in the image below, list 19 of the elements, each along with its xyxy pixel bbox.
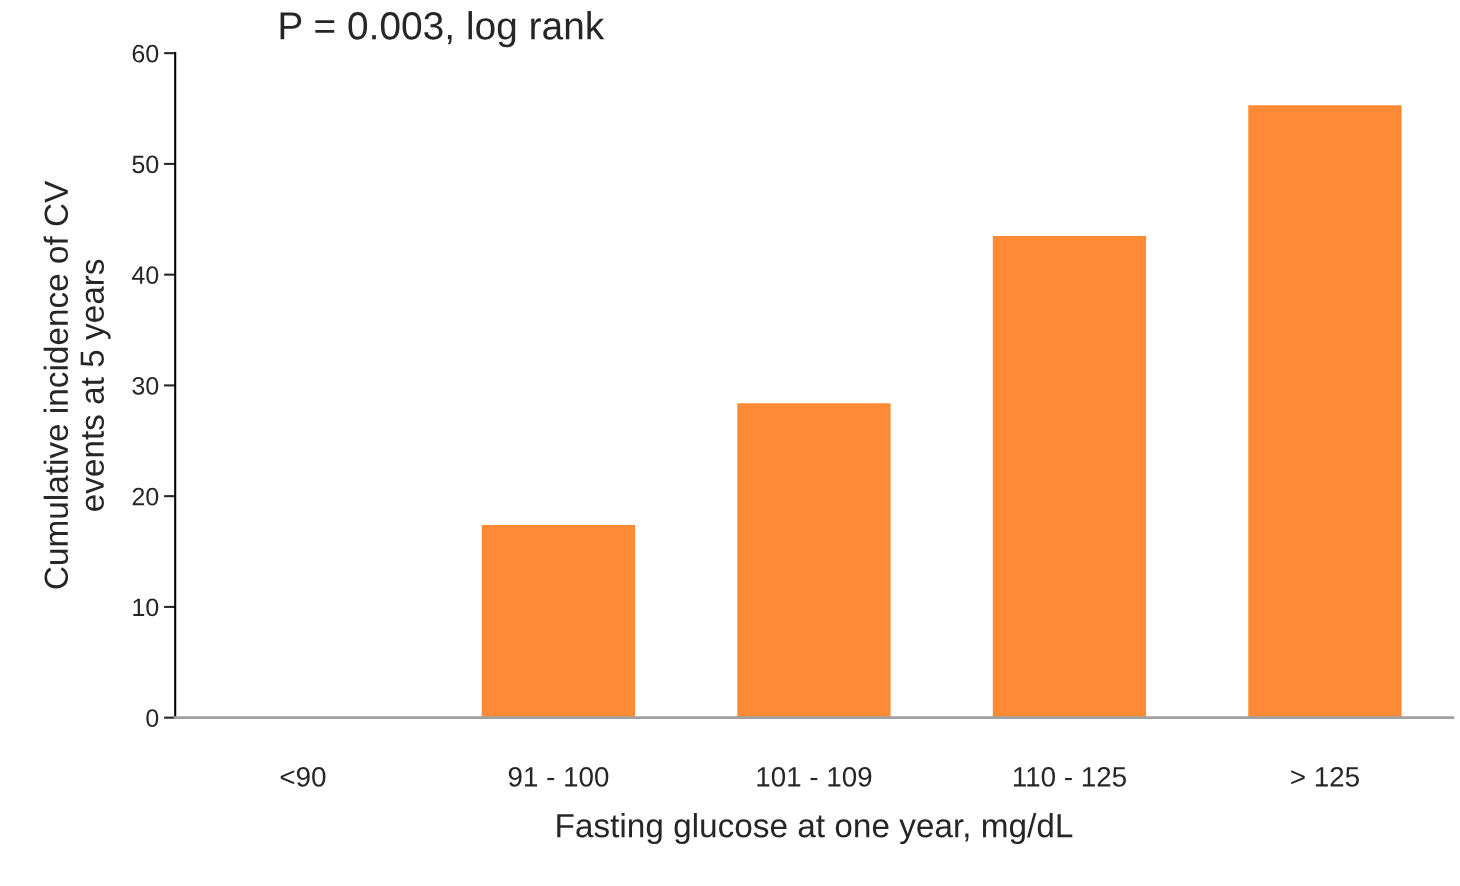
bar xyxy=(1248,105,1402,718)
y-tick-label: 30 xyxy=(132,377,159,395)
x-tick-label: 101 - 109 xyxy=(757,767,872,787)
x-tick-label: <90 xyxy=(280,767,326,787)
y-tick-label: 10 xyxy=(133,598,159,617)
x-tick-label: 110 - 125 xyxy=(1013,767,1126,787)
chart-title: P = 0.003, log rank xyxy=(280,11,605,48)
x-axis-title: Fasting glucose at one year, mg/dL xyxy=(557,813,1073,845)
bar xyxy=(992,235,1147,718)
y-axis-title: Cumulative incidence of CV events at 5 years xyxy=(43,180,111,589)
x-tick-label: > 125 xyxy=(1291,767,1359,787)
y-tick-label: 60 xyxy=(132,44,159,63)
y-tick-label: 40 xyxy=(132,266,159,284)
y-tick-label: 20 xyxy=(132,487,159,506)
x-tick-label: 91 - 100 xyxy=(508,767,609,787)
bar xyxy=(737,403,891,718)
bar xyxy=(481,524,636,718)
y-tick-label: 0 xyxy=(146,709,159,727)
y-tick-label: 50 xyxy=(132,155,159,174)
